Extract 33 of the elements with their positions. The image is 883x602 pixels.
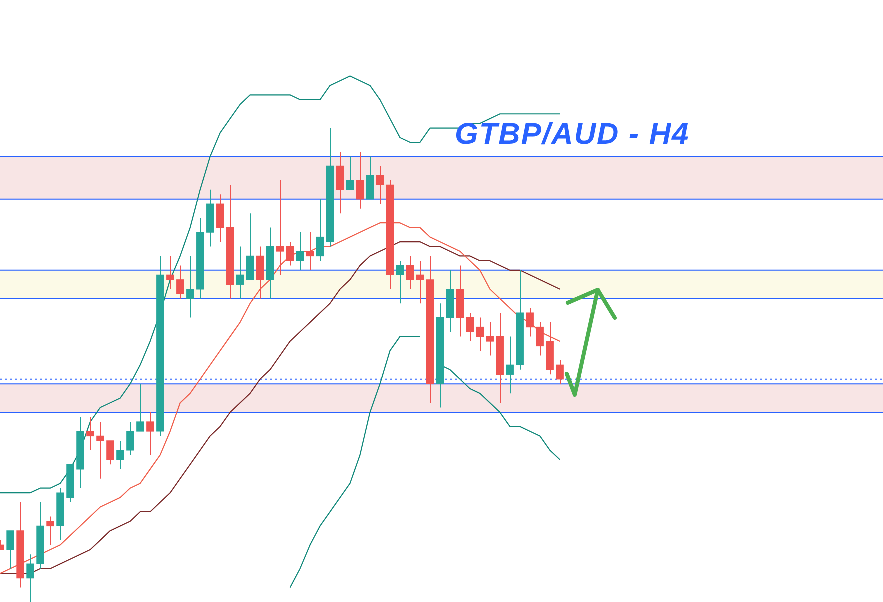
candlestick (556, 360, 564, 385)
candlestick (186, 256, 194, 318)
candlestick (86, 416, 94, 451)
candlestick (306, 232, 314, 271)
candlestick (416, 260, 424, 304)
candlestick (166, 256, 174, 290)
candlestick (26, 554, 34, 602)
candlestick (236, 246, 244, 300)
candlestick (296, 232, 304, 271)
candlestick (126, 422, 134, 456)
candlestick (316, 198, 324, 262)
candlestick (506, 336, 514, 394)
candlestick (6, 530, 14, 570)
candlestick (346, 156, 354, 190)
candlestick (176, 265, 184, 300)
candlestick (406, 256, 414, 290)
candlestick (536, 322, 544, 356)
candlestick (106, 440, 114, 466)
chart-title: GTBP/AUD - H4 (455, 118, 690, 152)
candlestick (486, 322, 494, 356)
candlestick (116, 440, 124, 470)
candlestick (46, 516, 54, 546)
candlestick (136, 384, 144, 432)
candlestick (526, 308, 534, 338)
candlestick (356, 152, 364, 210)
candlestick (476, 317, 484, 352)
candlestick (396, 260, 404, 304)
candlestick (276, 180, 284, 276)
candlestick (146, 412, 154, 456)
candlestick (286, 242, 294, 266)
candlestick (466, 312, 474, 342)
candlestick (96, 422, 104, 480)
candlestick (376, 166, 384, 205)
